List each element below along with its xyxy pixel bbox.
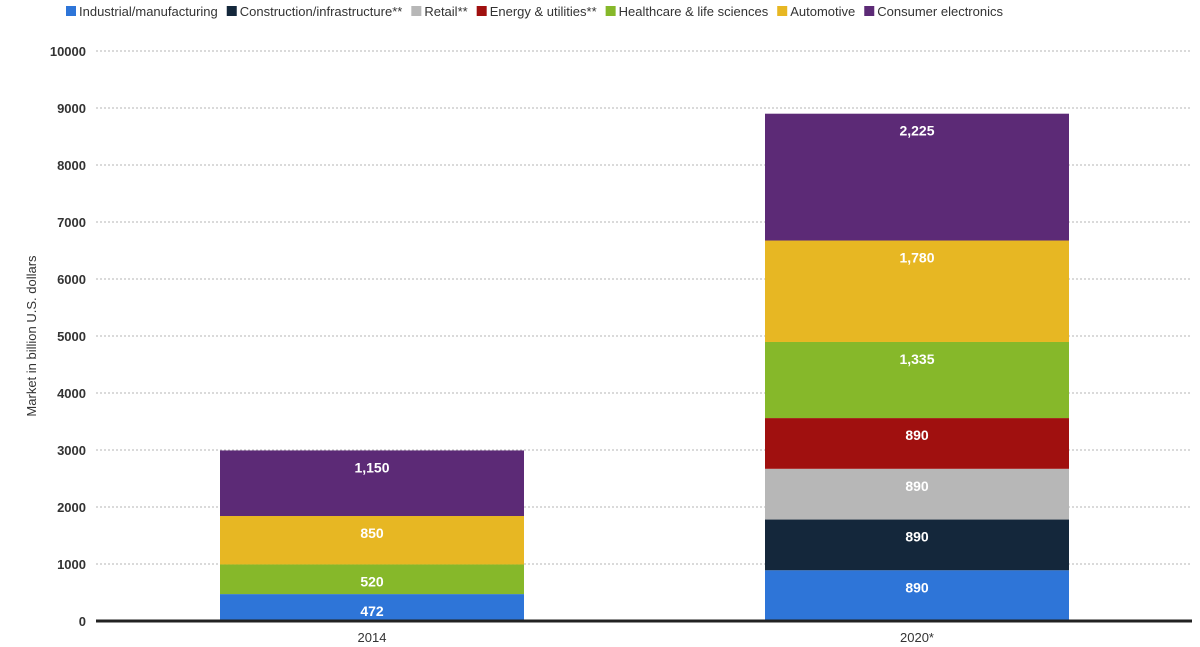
y-tick-label: 10000	[50, 44, 86, 59]
bar-segment-industrial-manufacturing[interactable]	[220, 594, 524, 621]
legend-item[interactable]: Automotive	[790, 4, 855, 19]
legend-item[interactable]: Healthcare & life sciences	[619, 4, 769, 19]
y-axis-title: Market in billion U.S. dollars	[24, 255, 39, 417]
legend-item[interactable]: Energy & utilities**	[490, 4, 597, 19]
legend-item[interactable]: Industrial/manufacturing	[79, 4, 218, 19]
y-tick-label: 6000	[57, 272, 86, 287]
legend-swatch	[411, 6, 422, 16]
bars	[220, 113, 1069, 621]
bar-segment-industrial-manufacturing[interactable]	[765, 570, 1069, 621]
legend-swatch	[226, 6, 237, 16]
bar-segment-energy-utilities[interactable]	[765, 418, 1069, 469]
bar-segment-consumer-electronics[interactable]	[765, 113, 1069, 241]
bar-segment-construction-infrastructure[interactable]	[765, 519, 1069, 571]
data-label: 1,780	[899, 250, 934, 266]
data-label: 890	[905, 427, 929, 443]
x-tick-label: 2020*	[900, 630, 934, 645]
y-tick-label: 5000	[57, 329, 86, 344]
data-label: 472	[360, 603, 384, 619]
y-tick-label: 9000	[57, 101, 86, 116]
y-tick-label: 0	[79, 614, 86, 629]
x-axis-ticks: 2014 2020*	[358, 630, 934, 645]
legend-item[interactable]: Consumer electronics	[877, 4, 1003, 19]
data-label: 520	[360, 573, 384, 589]
legend: Industrial/manufacturing Construction/inf…	[66, 4, 1003, 19]
x-tick-label: 2014	[358, 630, 387, 645]
bar-segment-automotive[interactable]	[220, 516, 524, 565]
y-tick-label: 4000	[57, 386, 86, 401]
legend-item[interactable]: Retail**	[424, 4, 467, 19]
data-label: 1,150	[354, 459, 389, 475]
legend-swatch	[777, 6, 788, 16]
bar-segment-healthcare-life-sciences[interactable]	[765, 341, 1069, 419]
y-tick-label: 2000	[57, 500, 86, 515]
bar-segment-consumer-electronics[interactable]	[220, 450, 524, 517]
data-label: 1,335	[899, 351, 934, 367]
legend-item[interactable]: Construction/infrastructure**	[240, 4, 403, 19]
data-label: 890	[905, 478, 929, 494]
legend-swatch	[864, 6, 875, 16]
data-label: 890	[905, 529, 929, 545]
y-tick-label: 3000	[57, 443, 86, 458]
y-tick-label: 1000	[57, 557, 86, 572]
bar-segment-retail[interactable]	[765, 468, 1069, 520]
data-label: 850	[360, 525, 384, 541]
legend-swatch	[66, 6, 76, 16]
y-axis-ticks: 0 1000 2000 3000 4000 5000 6000 7000 8000 9000 100…	[50, 44, 86, 629]
data-label: 2,225	[899, 123, 934, 139]
data-labels: 472 520 850 1,150 890 890 890 890 1,335 1,780 2,22…	[354, 123, 934, 619]
data-label: 890	[905, 579, 929, 595]
bar-segment-healthcare-life-sciences[interactable]	[220, 564, 524, 595]
legend-swatch	[476, 6, 487, 16]
bar-segment-automotive[interactable]	[765, 240, 1069, 342]
y-tick-label: 7000	[57, 215, 86, 230]
y-tick-label: 8000	[57, 158, 86, 173]
legend-swatch	[605, 6, 616, 16]
